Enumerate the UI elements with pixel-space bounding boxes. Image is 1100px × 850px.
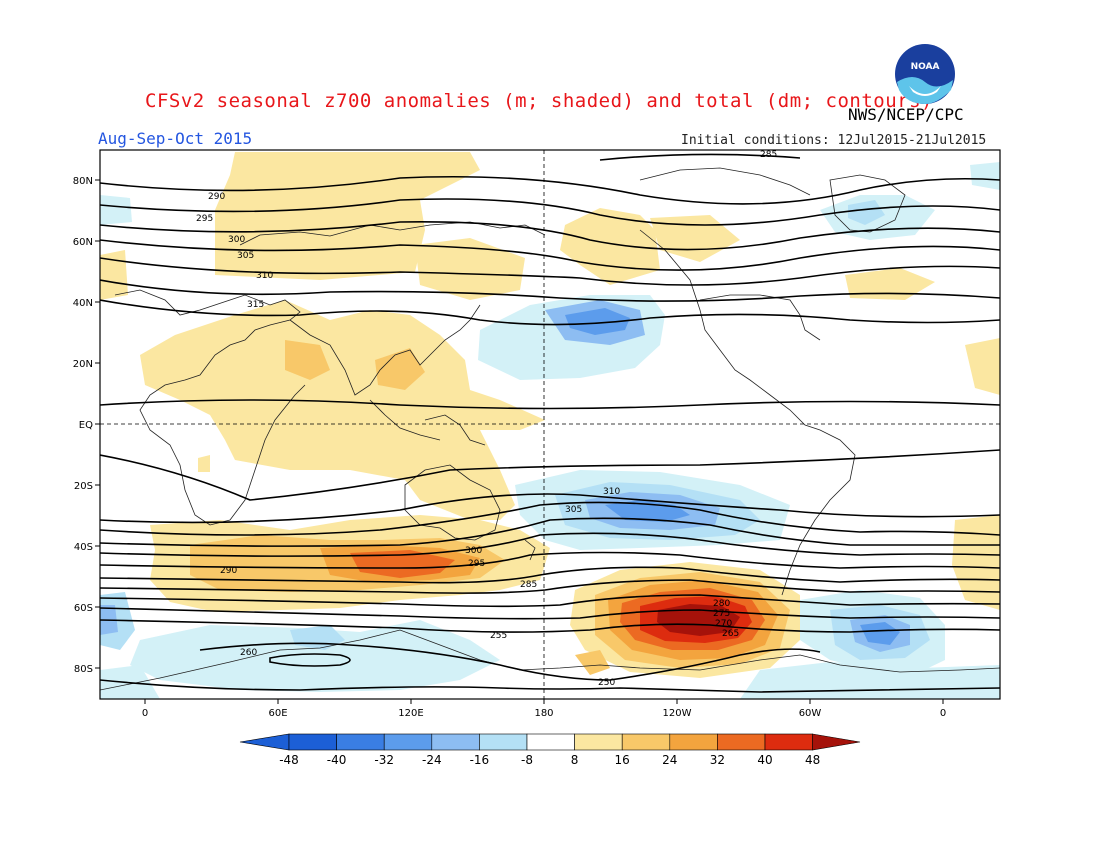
contour-label: 290 [220, 566, 237, 576]
colorbar-label: 24 [662, 753, 677, 767]
x-tick-label: 0 [142, 708, 148, 719]
contour-label: 305 [565, 505, 582, 515]
colorbar-bin [383, 733, 433, 751]
x-axis-labels: 0 60E 120E 180 120W 60W 0 [142, 708, 946, 719]
colorbar-label: -40 [327, 753, 347, 767]
noaa-logo-icon: NOAA [895, 44, 955, 104]
colorbar-bin [288, 733, 337, 751]
y-tick-label: 60S [74, 603, 93, 614]
agency-label: NWS/NCEP/CPC [848, 105, 964, 124]
colorbar-label: -8 [521, 753, 533, 767]
colorbar-label: -32 [374, 753, 394, 767]
initial-conditions-label: Initial conditions: 12Jul2015-21Jul2015 [681, 133, 987, 148]
colorbar-bin [764, 733, 813, 751]
colorbar-label: 8 [571, 753, 579, 767]
contour-label: 310 [603, 487, 620, 497]
y-tick-label: 40N [73, 298, 93, 309]
x-tick-label: 60E [268, 708, 287, 719]
colorbar-label: 16 [615, 753, 630, 767]
colorbar-label: -24 [422, 753, 442, 767]
x-tick-label: 120W [663, 708, 692, 719]
contour-label: 310 [256, 271, 273, 281]
contour-label: 255 [490, 631, 507, 641]
height-contours [100, 153, 1000, 693]
colorbar-label: -48 [279, 753, 299, 767]
x-tick-label: 180 [534, 708, 553, 719]
colorbar: -48 -40 -32 -24 -16 -8 8 16 24 32 40 48 [239, 733, 861, 767]
x-tick-label: 60W [799, 708, 822, 719]
contour-label: 250 [598, 678, 615, 688]
colorbar-bin [479, 733, 528, 751]
contour-label: 295 [196, 214, 213, 224]
contour-label: 295 [468, 559, 485, 569]
coastlines [100, 167, 1000, 691]
colorbar-label: 48 [805, 753, 820, 767]
colorbar-bin [621, 733, 671, 751]
colorbar-label: 40 [757, 753, 772, 767]
contour-label: 275 [713, 609, 730, 619]
y-tick-label: 20S [74, 481, 93, 492]
colorbar-bin [574, 733, 623, 751]
colorbar-label: -16 [470, 753, 490, 767]
chart-title: CFSv2 seasonal z700 anomalies (m; shaded… [145, 90, 933, 112]
axis-ticks [95, 179, 944, 704]
y-tick-label: 40S [74, 542, 93, 553]
colorbar-right-arrow [812, 733, 861, 751]
contour-label: 290 [208, 192, 225, 202]
contour-label: 265 [722, 629, 739, 639]
x-tick-label: 0 [940, 708, 946, 719]
colorbar-bin [717, 733, 766, 751]
x-tick-label: 120E [398, 708, 423, 719]
y-tick-label: 80S [74, 664, 93, 675]
colorbar-bin [336, 733, 385, 751]
period-label: Aug-Sep-Oct 2015 [98, 129, 253, 148]
y-tick-label: 20N [73, 359, 93, 370]
contour-label: 305 [237, 251, 254, 261]
colorbar-bin [669, 733, 718, 751]
colorbar-bin [431, 733, 480, 751]
contour-label: 300 [465, 546, 482, 556]
contour-label: 260 [240, 648, 257, 658]
y-tick-label: 80N [73, 176, 93, 187]
colorbar-label: 32 [710, 753, 725, 767]
contour-label: 300 [228, 235, 245, 245]
contour-label: 280 [713, 599, 730, 609]
y-axis-labels: 80N 60N 40N 20N EQ 20S 40S 60S 80S [73, 176, 93, 675]
logo-text: NOAA [911, 62, 940, 72]
contour-labels: 285 290 295 300 305 310 315 310 305 300 … [196, 150, 777, 688]
y-tick-label: EQ [79, 420, 93, 431]
contour-label: 285 [760, 150, 777, 160]
grid-lines [100, 150, 1000, 699]
contour-label: 315 [247, 300, 264, 310]
contour-label: 285 [520, 580, 537, 590]
contour-label: 270 [715, 619, 732, 629]
colorbar-left-arrow [239, 733, 290, 751]
y-tick-label: 60N [73, 237, 93, 248]
colorbar-bin [526, 733, 575, 751]
